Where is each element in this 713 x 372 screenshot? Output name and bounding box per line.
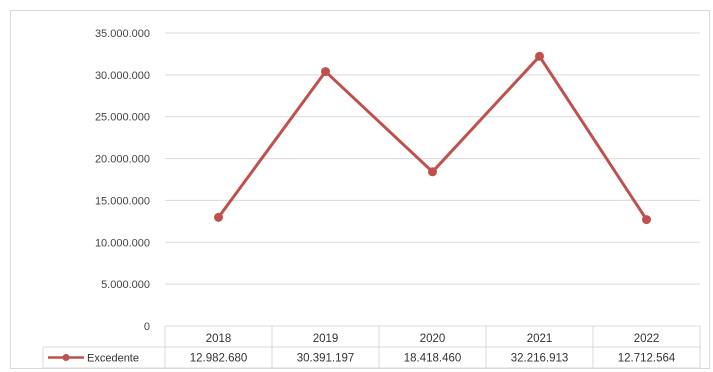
data-point bbox=[642, 215, 651, 225]
category-label: 2018 bbox=[206, 333, 232, 345]
data-point bbox=[214, 212, 223, 222]
category-label: 2022 bbox=[634, 333, 660, 345]
data-table-value: 18.418.460 bbox=[404, 353, 462, 365]
legend-marker bbox=[62, 354, 70, 361]
legend-label: Excedente bbox=[87, 353, 139, 365]
y-tick-label: 35.000.000 bbox=[95, 28, 150, 40]
data-point bbox=[428, 167, 437, 177]
y-tick-label: 5.000.000 bbox=[101, 279, 150, 291]
y-tick-label: 15.000.000 bbox=[95, 195, 150, 207]
y-tick-label: 25.000.000 bbox=[95, 112, 150, 124]
data-table-value: 32.216.913 bbox=[511, 353, 569, 365]
data-table-value: 12.982.680 bbox=[190, 353, 248, 365]
data-table-value: 30.391.197 bbox=[297, 353, 355, 365]
chart-area bbox=[10, 10, 710, 369]
category-label: 2021 bbox=[527, 333, 553, 345]
y-tick-label: 10.000.000 bbox=[95, 237, 150, 249]
data-point bbox=[321, 67, 330, 77]
data-point bbox=[535, 51, 544, 61]
category-label: 2019 bbox=[313, 333, 339, 345]
y-tick-label: 0 bbox=[144, 321, 150, 333]
y-tick-label: 20.000.000 bbox=[95, 154, 150, 166]
data-table-value: 12.712.564 bbox=[618, 353, 676, 365]
category-label: 2020 bbox=[420, 333, 446, 345]
series-line-excedente bbox=[217, 54, 648, 222]
y-tick-label: 30.000.000 bbox=[95, 70, 150, 82]
